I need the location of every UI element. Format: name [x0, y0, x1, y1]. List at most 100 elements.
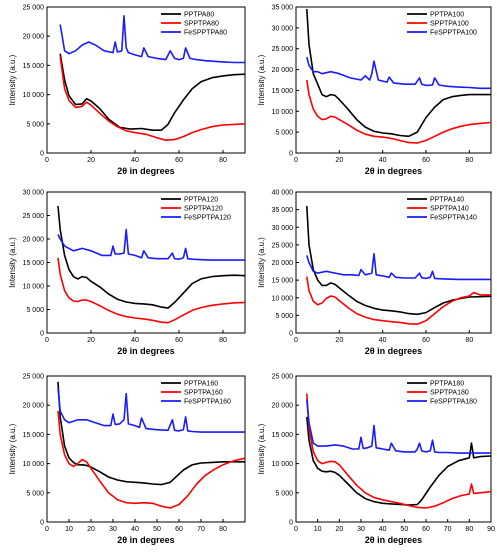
panel-6: 0 5 000 10 000 15 000 20 000 25 000 0 10 20 30 40 5…	[257, 374, 495, 546]
y-tick-label: 10 000	[23, 92, 45, 99]
x-tick-label: 20	[335, 526, 343, 533]
series-line-SPPTPA180	[306, 393, 491, 509]
x-tick-label: 60	[175, 337, 183, 344]
x-tick-label: 0	[294, 157, 298, 164]
y-tick-label: 10 000	[23, 284, 45, 291]
legend-entry: FeSPPTPA100	[430, 30, 477, 37]
x-axis-label: 2θ in degrees	[117, 166, 174, 176]
x-tick-label: 10	[314, 526, 322, 533]
y-tick-label: 5 000	[275, 490, 293, 497]
panel-4: 0 5 000 10 000 15 000 20 000 25 000 30 000 35 0…	[257, 190, 492, 356]
legend-entry: SPPTPA80	[184, 21, 219, 28]
x-tick-label: 20	[87, 157, 95, 164]
y-tick-label: 20 000	[272, 403, 294, 410]
legend-entry: SPPTPA140	[430, 206, 469, 213]
x-axis-label: 2θ in degrees	[365, 535, 422, 545]
y-tick-label: 10 000	[272, 109, 294, 116]
x-axis-label: 2θ in degrees	[365, 166, 422, 176]
y-tick-label: 20 000	[272, 260, 294, 267]
x-tick-label: 20	[335, 337, 343, 344]
x-tick-label: 0	[294, 337, 298, 344]
y-tick-label: 35 000	[272, 207, 294, 214]
series-line-PPTPA80	[59, 53, 245, 131]
legend-entry: PPTPA160	[184, 381, 218, 388]
plot-frame	[46, 191, 246, 334]
y-tick-label: 15 000	[272, 88, 294, 95]
y-tick-label: 25 000	[272, 374, 294, 381]
y-tick-label: 25 000	[23, 374, 45, 381]
x-tick-label: 40	[379, 526, 387, 533]
x-tick-label: 50	[153, 526, 161, 533]
x-tick-label: 70	[444, 526, 452, 533]
legend-entry: PPTPA80	[184, 12, 214, 19]
series-line-SPPTPA120	[57, 257, 245, 324]
y-tick-label: 10 000	[272, 295, 294, 302]
y-axis-label: Intensity (a.u.)	[8, 423, 17, 474]
y-tick-label: 0	[289, 331, 293, 338]
y-tick-label: 0	[289, 520, 293, 527]
y-tick-label: 20 000	[23, 34, 45, 41]
y-tick-label: 15 000	[272, 278, 294, 285]
y-tick-label: 0	[40, 520, 44, 527]
legend-entry: FeSPPTPA80	[184, 30, 227, 37]
y-tick-label: 15 000	[23, 260, 45, 267]
series-line-PPTPA160	[57, 381, 245, 486]
series-line-FeSPPTPA160	[57, 387, 245, 433]
x-tick-label: 0	[45, 526, 49, 533]
legend-entry: SPPTPA120	[184, 206, 223, 213]
y-tick-label: 40 000	[272, 190, 294, 197]
x-tick-label: 20	[335, 157, 343, 164]
x-tick-label: 80	[219, 157, 227, 164]
plot-frame	[46, 6, 246, 154]
y-tick-label: 20 000	[23, 237, 45, 244]
x-tick-label: 20	[87, 337, 95, 344]
legend-entry: FeSPPTPA120	[184, 215, 231, 222]
panel-1: 0 5 000 10 000 15 000 20 000 25 000 0 20 40 60 80 2…	[8, 5, 246, 176]
legend-entry: PPTPA180	[430, 381, 464, 388]
x-tick-label: 40	[379, 157, 387, 164]
legend-entry: PPTPA100	[430, 12, 464, 19]
x-tick-label: 80	[465, 157, 473, 164]
y-tick-label: 15 000	[272, 432, 294, 439]
x-tick-label: 0	[45, 157, 49, 164]
x-tick-label: 60	[422, 157, 430, 164]
x-tick-label: 0	[294, 526, 298, 533]
y-axis-label: Intensity (a.u.)	[8, 54, 17, 105]
y-tick-label: 0	[289, 151, 293, 158]
y-tick-label: 5 000	[26, 307, 44, 314]
x-tick-label: 60	[175, 526, 183, 533]
x-tick-label: 60	[422, 526, 430, 533]
legend-entry: PPTPA120	[184, 197, 218, 204]
x-tick-label: 60	[175, 157, 183, 164]
x-tick-label: 60	[422, 337, 430, 344]
y-tick-label: 25 000	[272, 46, 294, 53]
y-axis-label: Intensity (a.u.)	[257, 237, 266, 288]
legend-entry: PPTPA140	[430, 197, 464, 204]
series-line-SPPTPA100	[306, 79, 491, 144]
y-tick-label: 30 000	[272, 225, 294, 232]
x-tick-label: 30	[109, 526, 117, 533]
y-tick-label: 20 000	[23, 403, 45, 410]
y-tick-label: 5 000	[26, 121, 44, 128]
series-line-SPPTPA160	[57, 410, 245, 509]
x-axis-label: 2θ in degrees	[365, 346, 422, 356]
y-tick-label: 5 000	[275, 313, 293, 320]
y-tick-label: 25 000	[272, 242, 294, 249]
x-tick-label: 20	[87, 526, 95, 533]
y-tick-label: 30 000	[272, 25, 294, 32]
y-tick-label: 0	[40, 331, 44, 338]
x-axis-label: 2θ in degrees	[117, 346, 174, 356]
y-tick-label: 5 000	[275, 130, 293, 137]
x-tick-label: 70	[197, 526, 205, 533]
x-tick-label: 90	[487, 526, 495, 533]
y-tick-label: 10 000	[23, 461, 45, 468]
legend-entry: SPPTPA100	[430, 21, 469, 28]
x-tick-label: 80	[219, 526, 227, 533]
y-tick-label: 0	[40, 151, 44, 158]
legend-entry: FeSPPTPA140	[430, 215, 477, 222]
x-tick-label: 40	[131, 337, 139, 344]
series-line-SPPTPA140	[306, 276, 491, 326]
panel-5: 0 5 000 10 000 15 000 20 000 25 000 0 10 20 30 40 5…	[8, 374, 246, 545]
